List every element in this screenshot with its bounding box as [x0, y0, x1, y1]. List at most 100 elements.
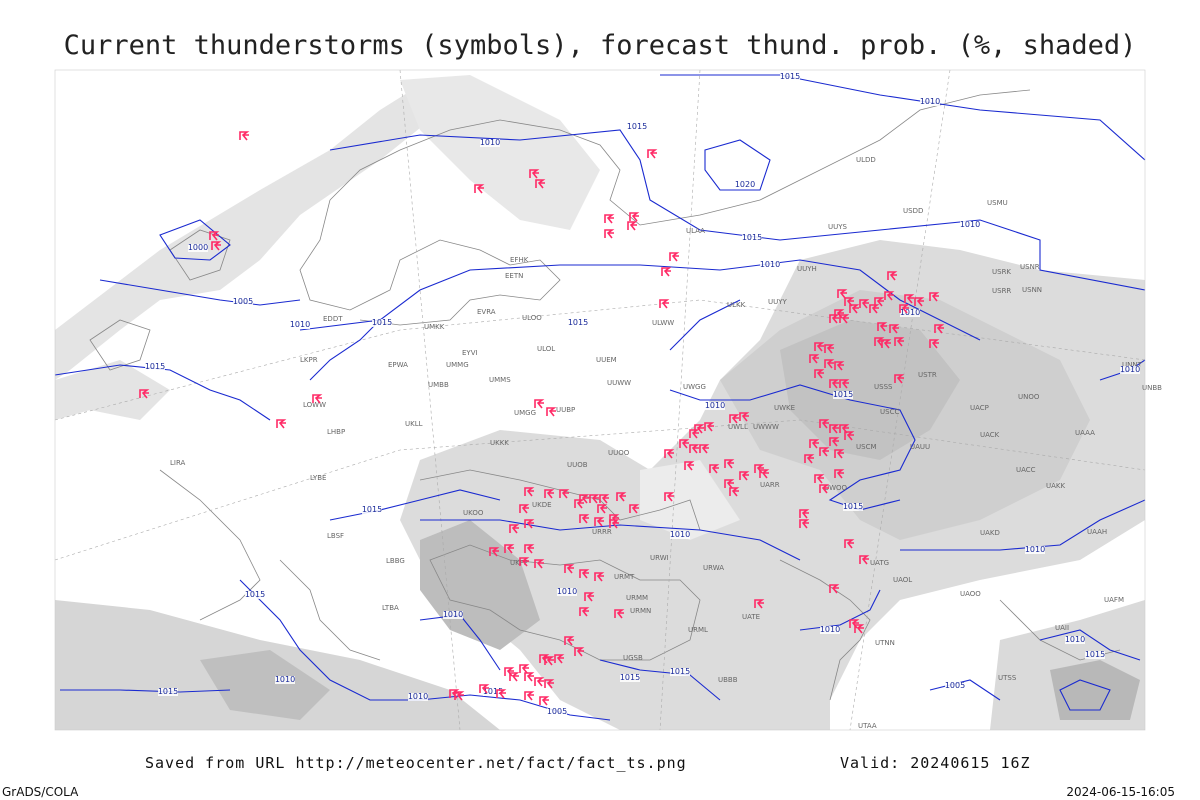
thunderstorm-symbol — [889, 324, 900, 334]
isobar-label-bg — [670, 668, 690, 676]
thunderstorm-symbol — [829, 584, 840, 594]
station-code: LBSF — [327, 532, 344, 540]
thunderstorm-symbol — [535, 179, 546, 189]
isobar-label: 1015 — [145, 362, 165, 371]
thunderstorm-symbol — [276, 419, 287, 429]
thunderstorm-symbol — [894, 374, 905, 384]
station-code: UUEM — [596, 356, 617, 364]
thunderstorm-symbol — [854, 624, 865, 634]
station-code: UAAA — [1075, 429, 1095, 437]
isobar-label: 1010 — [705, 401, 725, 410]
isobar-label: 1015 — [158, 687, 178, 696]
station-code: UUBP — [556, 406, 575, 414]
thunderstorm-symbol — [604, 229, 615, 239]
thunderstorm-symbol — [664, 449, 675, 459]
thunderstorm-symbol — [524, 691, 535, 701]
isobar-label-bg — [547, 708, 567, 716]
station-code: UAOO — [960, 590, 981, 598]
thunderstorm-symbol — [211, 241, 222, 251]
station-code: UKLL — [405, 420, 423, 428]
station-code: UGSB — [623, 654, 643, 662]
thunderstorm-symbol — [579, 607, 590, 617]
isobar-label: 1015 — [620, 673, 640, 682]
thunderstorm-symbol — [679, 439, 690, 449]
isobar-label: 1015 — [362, 505, 382, 514]
station-code: EPWA — [388, 361, 408, 369]
isobar-label-bg — [275, 676, 295, 684]
thunderstorm-symbol — [859, 299, 870, 309]
isobar-label-bg — [1065, 636, 1085, 644]
thunderstorm-symbol — [824, 359, 835, 369]
thunderstorm-symbol — [574, 647, 585, 657]
thunderstorm-symbol — [929, 292, 940, 302]
thunderstorm-symbol — [489, 547, 500, 557]
thunderstorm-symbol — [564, 564, 575, 574]
station-code: UUYY — [768, 298, 788, 306]
valid-time: Valid: 20240615 16Z — [840, 754, 1031, 772]
thunderstorm-symbol — [844, 297, 855, 307]
timestamp: 2024-06-15-16:05 — [1066, 785, 1175, 799]
station-code: USCM — [856, 443, 877, 451]
thunderstorm-symbol — [539, 654, 550, 664]
station-code: UNOO — [1018, 393, 1040, 401]
isobar-label: 1015 — [670, 667, 690, 676]
thunderstorm-symbol — [312, 394, 323, 404]
thunderstorm-symbol — [524, 544, 535, 554]
station-code: UAFM — [1104, 596, 1124, 604]
thunderstorm-symbol — [647, 149, 658, 159]
station-code: UTSS — [998, 674, 1017, 682]
station-code: UWOO — [824, 484, 848, 492]
thunderstorm-symbol — [824, 344, 835, 354]
station-code: URRR — [592, 528, 612, 536]
thunderstorm-symbol — [239, 131, 250, 141]
thunderstorm-symbol — [894, 337, 905, 347]
station-code: UNBB — [1142, 384, 1162, 392]
station-code: LIRA — [170, 459, 186, 467]
thunderstorm-symbol — [829, 424, 840, 434]
isobar-label: 1015 — [833, 390, 853, 399]
thunderstorm-symbol — [837, 289, 848, 299]
isobar-label-bg — [833, 391, 853, 399]
station-code: URMN — [630, 607, 651, 615]
isobar-label: 1010 — [920, 97, 940, 106]
thunderstorm-symbol — [629, 212, 640, 222]
thunderstorm-symbol — [684, 461, 695, 471]
thunderstorm-symbol — [874, 337, 885, 347]
thunderstorm-symbol — [474, 184, 485, 194]
thunderstorm-symbol — [616, 492, 627, 502]
station-code: UACP — [970, 404, 989, 412]
thunderstorm-symbol — [739, 471, 750, 481]
isobar-label-bg — [705, 402, 725, 410]
station-code: EFHK — [510, 256, 529, 264]
station-code: USRR — [992, 287, 1011, 295]
thunderstorm-symbol — [539, 696, 550, 706]
isobar-label-bg — [233, 298, 253, 306]
station-code: UMMG — [446, 361, 469, 369]
isobar-label: 1010 — [290, 320, 310, 329]
thunderstorm-symbol — [669, 252, 680, 262]
thunderstorm-symbol — [829, 437, 840, 447]
thunderstorm-symbol — [839, 379, 850, 389]
station-code: EVRA — [477, 308, 496, 316]
isobar-label-bg — [900, 309, 920, 317]
isobar-label-bg — [188, 244, 208, 252]
station-code: UAUU — [910, 443, 930, 451]
station-code: LOWW — [303, 401, 326, 409]
thunderstorm-symbol — [534, 677, 545, 687]
thunderstorm-symbol — [829, 379, 840, 389]
thunderstorm-symbol — [584, 592, 595, 602]
thunderstorm-symbol — [554, 654, 565, 664]
station-code: UARR — [760, 481, 780, 489]
isobar-labels: 1015101010151010102010151010101010001005… — [145, 72, 1140, 716]
station-code: ULWW — [652, 319, 674, 327]
isobar-label: 1005 — [945, 681, 965, 690]
station-code: UMGG — [514, 409, 536, 417]
station-code: ULDD — [856, 156, 876, 164]
map-title: Current thunderstorms (symbols), forecas… — [64, 30, 1137, 61]
station-code: LKPR — [300, 356, 318, 364]
thunderstorm-symbol — [609, 519, 620, 529]
station-code: UTAA — [858, 722, 877, 730]
isobar-label-bg — [290, 321, 310, 329]
thunderstorm-symbol — [839, 424, 850, 434]
thunderstorm-symbol — [814, 474, 825, 484]
